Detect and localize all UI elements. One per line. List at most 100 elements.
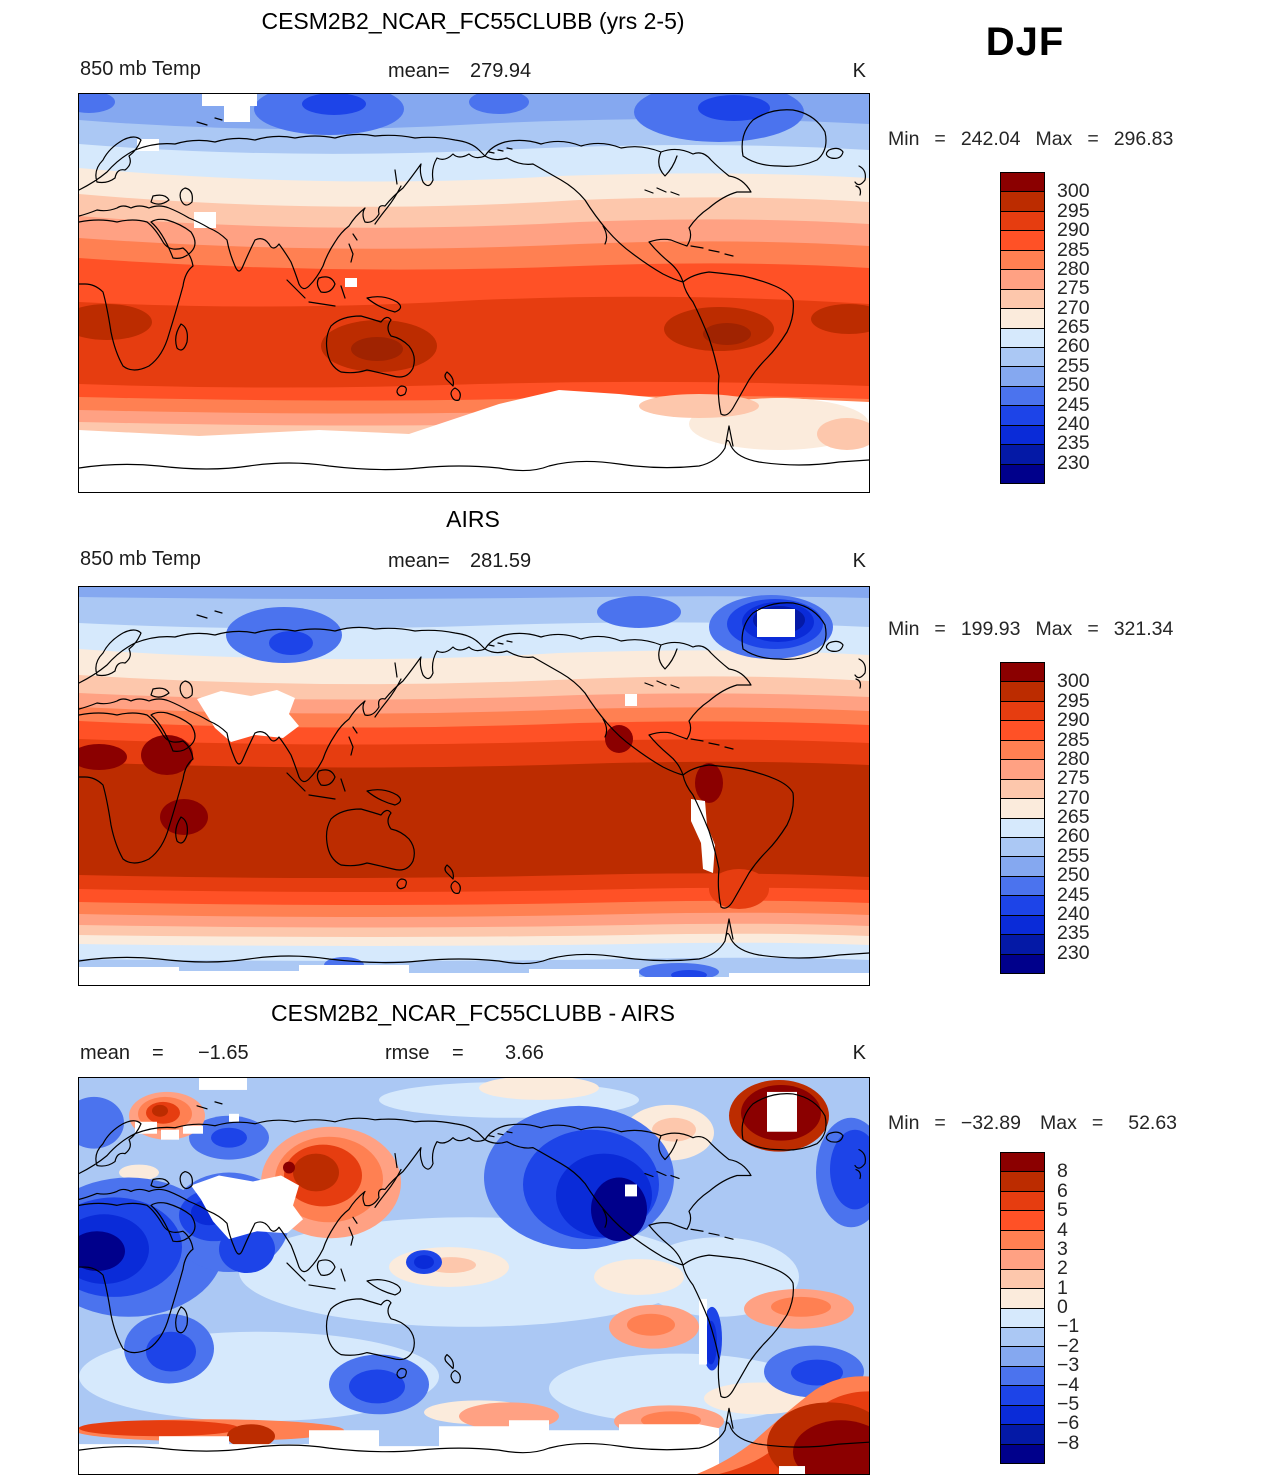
colorbar-segment: [1001, 1153, 1044, 1173]
colorbar-segment: [1001, 1191, 1044, 1212]
panel2-colorbar-labels: 300 295 290 285 280 275 270 265 260 255 250 245 240 2…: [1057, 662, 1127, 972]
colorbar-tick-label: 6: [1057, 1179, 1068, 1202]
colorbar-segment: [1001, 799, 1044, 819]
colorbar-tick-label: −5: [1057, 1392, 1080, 1415]
colorbar-tick-label: 250: [1057, 374, 1090, 397]
panel3-difference-field: [79, 1078, 869, 1474]
colorbar-tick-label: 295: [1057, 689, 1090, 712]
colorbar-segment: [1001, 1211, 1044, 1231]
colorbar-segment: [1001, 1289, 1044, 1309]
colorbar-segment: [1001, 663, 1044, 683]
panel1-max-eq: =: [1087, 128, 1099, 150]
colorbar-segment: [1001, 386, 1044, 407]
colorbar-segment: [1001, 818, 1044, 838]
panel3-rmse-value: 3.66: [505, 1042, 544, 1064]
colorbar-tick-label: 280: [1057, 257, 1090, 280]
panel1-field-label: 850 mb Temp: [80, 58, 201, 80]
colorbar-tick-label: 3: [1057, 1237, 1068, 1260]
colorbar-segment: [1001, 1308, 1044, 1328]
colorbar-tick-label: 235: [1057, 922, 1090, 945]
panel3-rmse-label: rmse: [385, 1042, 430, 1064]
panel2-min-eq: =: [934, 618, 946, 640]
panel1-min-eq: =: [934, 128, 946, 150]
colorbar-tick-label: 245: [1057, 393, 1090, 416]
colorbar-tick-label: −1: [1057, 1315, 1080, 1338]
colorbar-segment: [1001, 837, 1044, 858]
panel1-title: CESM2B2_NCAR_FC55CLUBB (yrs 2-5): [261, 8, 685, 34]
colorbar-tick-label: 5: [1057, 1199, 1068, 1222]
colorbar-segment: [1001, 192, 1044, 212]
panel2-max-label: Max: [1035, 618, 1073, 640]
colorbar-segment: [1001, 1405, 1044, 1426]
panel3-minmax-row: Min = −32.89 Max = 52.63: [888, 1112, 1177, 1135]
colorbar-tick-label: 1: [1057, 1276, 1068, 1299]
panel2-mean-label: mean=: [388, 550, 450, 572]
season-label: DJF: [985, 20, 1065, 64]
colorbar-segment: [1001, 231, 1044, 251]
colorbar-tick-label: −8: [1057, 1431, 1080, 1454]
colorbar-tick-label: 260: [1057, 825, 1090, 848]
colorbar-tick-label: 270: [1057, 786, 1090, 809]
panel3-missing-data-mask: [79, 1078, 869, 1474]
colorbar-tick-label: 230: [1057, 941, 1090, 964]
colorbar-segment: [1001, 289, 1044, 310]
colorbar-segment: [1001, 367, 1044, 387]
panel2-title: AIRS: [446, 506, 500, 532]
colorbar-tick-label: 265: [1057, 316, 1090, 338]
panel3-max-eq: =: [1091, 1112, 1104, 1134]
colorbar-segment: [1001, 270, 1044, 290]
colorbar-segment: [1001, 1230, 1044, 1251]
panel3-colorbar-labels: 8 6 5 4 3 2 1 0 −1 −2 −3 −4 −5 −6 −8: [1057, 1152, 1127, 1462]
colorbar-tick-label: 275: [1057, 277, 1090, 300]
panel1-unit-label: K: [852, 60, 866, 82]
colorbar-segment: [1001, 1425, 1044, 1445]
colorbar-segment: [1001, 309, 1044, 329]
colorbar-segment: [1001, 935, 1044, 955]
colorbar-segment: [1001, 779, 1044, 800]
colorbar-segment: [1001, 1172, 1044, 1192]
panel1-mean-label: mean=: [388, 60, 450, 82]
map-panel1-model: [78, 93, 870, 493]
colorbar-tick-label: −2: [1057, 1334, 1080, 1357]
colorbar-segment: [1001, 250, 1044, 271]
panel2-temperature-field: [79, 587, 869, 985]
panel3-max-value: 52.63: [1128, 1112, 1178, 1134]
colorbar-tick-label: 245: [1057, 883, 1090, 906]
colorbar-segment: [1001, 1250, 1044, 1270]
panel3-rmse-eq: =: [452, 1042, 464, 1064]
colorbar-tick-label: −4: [1057, 1373, 1080, 1396]
colorbar-segment: [1001, 1347, 1044, 1367]
panel1-max-value: 296.83: [1113, 128, 1174, 150]
colorbar-tick-label: 275: [1057, 767, 1090, 790]
colorbar-tick-label: 2: [1057, 1257, 1068, 1280]
panel2-minmax-row: Min = 199.93 Max = 321.34: [888, 618, 1173, 641]
panel3-min-eq: =: [934, 1112, 946, 1134]
panel3-mean-label: mean: [80, 1042, 131, 1064]
panel3-mean-value: −1.65: [198, 1042, 249, 1064]
panel2-max-value: 321.34: [1113, 618, 1174, 640]
colorbar-segment: [1001, 1444, 1044, 1463]
colorbar-segment: [1001, 1269, 1044, 1290]
colorbar-tick-label: 250: [1057, 864, 1090, 887]
panel1-missing-data-mask: [79, 94, 869, 492]
colorbar-tick-label: 8: [1057, 1160, 1068, 1183]
colorbar-tick-label: −3: [1057, 1354, 1080, 1377]
colorbar-tick-label: 270: [1057, 296, 1090, 319]
colorbar-tick-label: 0: [1057, 1296, 1068, 1318]
colorbar-tick-label: 285: [1057, 728, 1090, 751]
colorbar-segment: [1001, 857, 1044, 877]
colorbar-tick-label: −6: [1057, 1412, 1080, 1435]
panel1-min-label: Min: [888, 128, 920, 150]
colorbar-segment: [1001, 721, 1044, 741]
panel2-max-eq: =: [1087, 618, 1099, 640]
colorbar-tick-label: 290: [1057, 219, 1090, 242]
colorbar-tick-label: 260: [1057, 335, 1090, 358]
panel2-mean-value: 281.59: [470, 550, 532, 572]
colorbar-segment: [1001, 406, 1044, 426]
colorbar-tick-label: 240: [1057, 902, 1090, 925]
colorbar-segment: [1001, 1386, 1044, 1406]
map-panel2-airs: [78, 586, 870, 986]
colorbar-segment: [1001, 328, 1044, 348]
colorbar-segment: [1001, 915, 1044, 936]
colorbar-segment: [1001, 445, 1044, 465]
